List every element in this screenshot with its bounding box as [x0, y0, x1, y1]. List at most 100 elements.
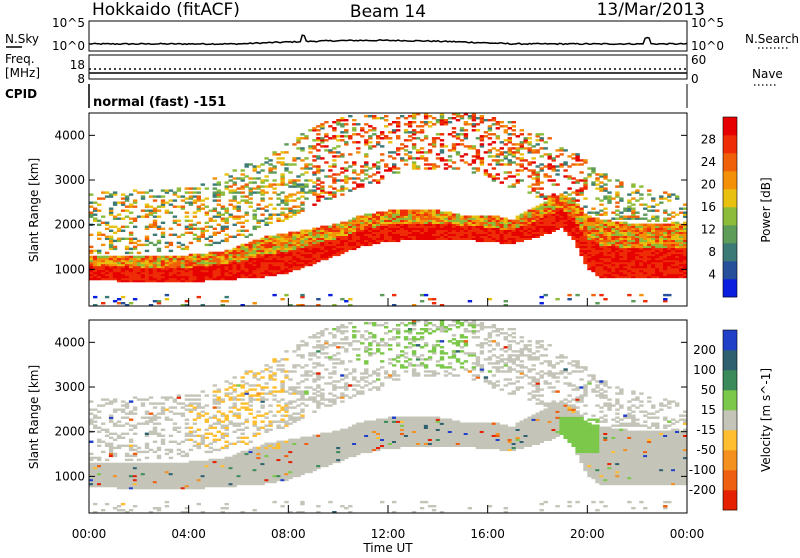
velocity-cell: [213, 406, 217, 408]
velocity-cell: [105, 503, 109, 505]
power-cell: [284, 258, 288, 260]
velocity-cell: [109, 447, 113, 449]
velocity-cell: [213, 435, 217, 437]
power-cell: [113, 278, 117, 280]
velocity-cell: [205, 404, 209, 406]
power-cell: [356, 123, 360, 125]
power-cell: [508, 147, 512, 149]
power-cell: [300, 137, 304, 139]
power-cell: [340, 222, 344, 224]
power-cell: [615, 185, 619, 187]
power-cell: [280, 181, 284, 183]
velocity-cell: [209, 447, 213, 449]
power-cell: [368, 220, 372, 222]
power-cell: [316, 143, 320, 145]
power-cell: [540, 163, 544, 165]
power-cell: [412, 137, 416, 139]
power-cell: [532, 220, 536, 222]
power-cell: [659, 202, 663, 204]
velocity-cell: [113, 465, 117, 467]
power-cell: [245, 258, 249, 260]
power-cell: [595, 240, 599, 242]
power-cell: [97, 210, 101, 212]
velocity-cell: [217, 449, 221, 451]
power-cell: [153, 278, 157, 280]
velocity-cell: [177, 463, 181, 465]
power-cell: [536, 187, 540, 189]
velocity-cell: [193, 485, 197, 487]
power-cell: [516, 216, 520, 218]
power-cell: [201, 199, 205, 201]
y-tick-label: 3000: [54, 173, 85, 187]
power-cell: [372, 127, 376, 129]
power-cell: [675, 240, 679, 242]
power-cell: [284, 208, 288, 210]
power-cell: [89, 206, 93, 208]
power-cell: [332, 191, 336, 193]
power-cell: [149, 256, 153, 258]
power-cell: [404, 153, 408, 155]
power-cell: [225, 300, 229, 302]
power-cell: [312, 171, 316, 173]
velocity-cell: [117, 465, 121, 467]
power-cell: [492, 240, 496, 242]
power-cell: [344, 141, 348, 143]
velocity-cell: [213, 423, 217, 425]
power-cell: [420, 121, 424, 123]
power-cell: [440, 143, 444, 145]
power-cell: [304, 163, 308, 165]
power-cell: [189, 254, 193, 256]
power-cell: [575, 294, 579, 296]
power-cell: [256, 191, 260, 193]
power-cell: [268, 197, 272, 199]
power-cell: [253, 258, 257, 260]
power-cell: [508, 220, 512, 222]
power-cell: [464, 129, 468, 131]
power-cell: [129, 256, 133, 258]
power-cell: [595, 173, 599, 175]
velocity-cell: [213, 394, 217, 396]
velocity-cell: [189, 485, 193, 487]
power-cell: [260, 181, 264, 183]
power-cell: [165, 210, 169, 212]
power-cell: [452, 131, 456, 133]
velocity-cell: [193, 445, 197, 447]
power-cell: [444, 159, 448, 161]
velocity-cell: [205, 433, 209, 435]
velocity-cell: [165, 465, 169, 467]
velocity-cell: [205, 451, 209, 453]
power-cell: [304, 258, 308, 260]
velocity-cell: [189, 409, 193, 411]
power-cell: [133, 206, 137, 208]
power-cell: [392, 294, 396, 296]
velocity-cell: [177, 413, 181, 415]
power-cell: [157, 206, 161, 208]
power-cell: [416, 165, 420, 167]
velocity-cell: [133, 409, 137, 411]
power-cell: [336, 135, 340, 137]
power-cell: [316, 149, 320, 151]
power-cell: [643, 208, 647, 210]
velocity-cell: [109, 485, 113, 487]
power-cell: [603, 195, 607, 197]
power-cell: [496, 220, 500, 222]
power-cell: [316, 165, 320, 167]
power-cell: [524, 159, 528, 161]
power-cell: [312, 185, 316, 187]
power-cell: [300, 258, 304, 260]
power-cell: [348, 115, 352, 117]
power-cell: [508, 240, 512, 242]
power-cell: [300, 133, 304, 135]
power-cell: [328, 165, 332, 167]
power-cell: [268, 214, 272, 216]
velocity-cell: [145, 447, 149, 449]
power-cell: [416, 220, 420, 222]
power-cell: [237, 206, 241, 208]
power-cell: [173, 191, 177, 193]
velocity-cell: [145, 451, 149, 453]
velocity-cell: [213, 415, 217, 417]
power-cell: [121, 193, 125, 195]
power-cell: [392, 151, 396, 153]
power-cell: [153, 256, 157, 258]
power-cell: [117, 214, 121, 216]
